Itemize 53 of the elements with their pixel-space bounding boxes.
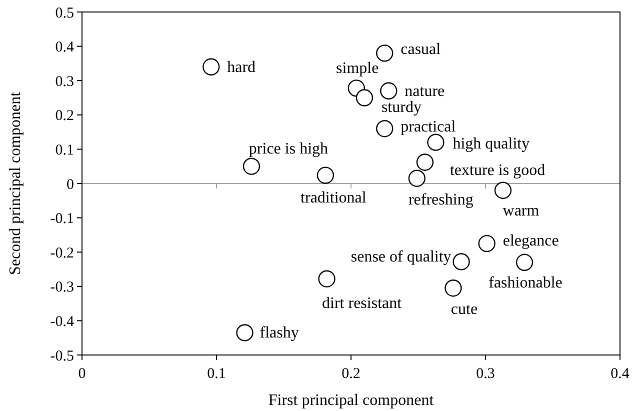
y-tick-label: 0.2 bbox=[55, 108, 74, 124]
point bbox=[236, 324, 254, 342]
annotation: casual bbox=[400, 41, 442, 58]
point bbox=[356, 89, 374, 106]
annotation: hard bbox=[227, 58, 256, 76]
point bbox=[452, 253, 470, 270]
y-tick-label: 0.4 bbox=[55, 40, 74, 56]
annotation: elegance bbox=[502, 232, 559, 250]
x-tick-label: 0.1 bbox=[207, 366, 226, 382]
point bbox=[408, 170, 426, 187]
point bbox=[242, 158, 260, 175]
point bbox=[516, 254, 534, 271]
annotation: sense of quality bbox=[350, 248, 452, 266]
annotation: high quality bbox=[452, 135, 530, 152]
annotation: price is high bbox=[248, 140, 328, 158]
point bbox=[416, 154, 434, 171]
x-tick-label: 0.3 bbox=[476, 366, 495, 382]
point bbox=[444, 280, 462, 297]
annotation: sturdy bbox=[381, 98, 422, 116]
annotation: warm bbox=[502, 202, 540, 220]
point bbox=[427, 134, 444, 151]
y-tick-label: -0.4 bbox=[50, 314, 74, 330]
annotation: refreshing bbox=[408, 191, 474, 208]
point bbox=[376, 120, 394, 138]
y-tick-label: 0.1 bbox=[55, 142, 74, 158]
y-tick-label: 0.5 bbox=[55, 5, 74, 22]
point bbox=[380, 82, 398, 100]
y-axis-title: Second principal component bbox=[7, 91, 24, 276]
y-tick-label: -0.2 bbox=[50, 245, 74, 262]
point bbox=[478, 234, 496, 252]
point bbox=[316, 166, 334, 184]
x-axis-title: First principal component bbox=[268, 392, 434, 409]
x-tick-label: 0.2 bbox=[342, 366, 360, 382]
annotation: practical bbox=[400, 118, 456, 136]
annotation: fashionable bbox=[488, 274, 562, 292]
point bbox=[376, 44, 394, 62]
y-tick-label: 0 bbox=[66, 176, 74, 193]
annotation: nature bbox=[404, 82, 445, 100]
x-tick-label: 0 bbox=[78, 366, 86, 382]
annotation: traditional bbox=[300, 189, 367, 206]
annotation: cute bbox=[450, 301, 478, 318]
annotation: flashy bbox=[260, 324, 299, 342]
annotation: simple bbox=[336, 60, 379, 78]
point bbox=[202, 58, 220, 76]
y-tick-label: -0.5 bbox=[50, 348, 74, 364]
y-tick-label: -0.3 bbox=[50, 280, 74, 296]
point bbox=[318, 270, 336, 288]
y-tick-label: 0.3 bbox=[55, 74, 74, 90]
x-tick-label: 0.4 bbox=[610, 366, 630, 382]
y-tick-label: -0.1 bbox=[50, 211, 74, 228]
annotation: texture is good bbox=[450, 162, 546, 180]
point bbox=[494, 182, 512, 199]
annotation: dirt resistant bbox=[322, 294, 402, 312]
